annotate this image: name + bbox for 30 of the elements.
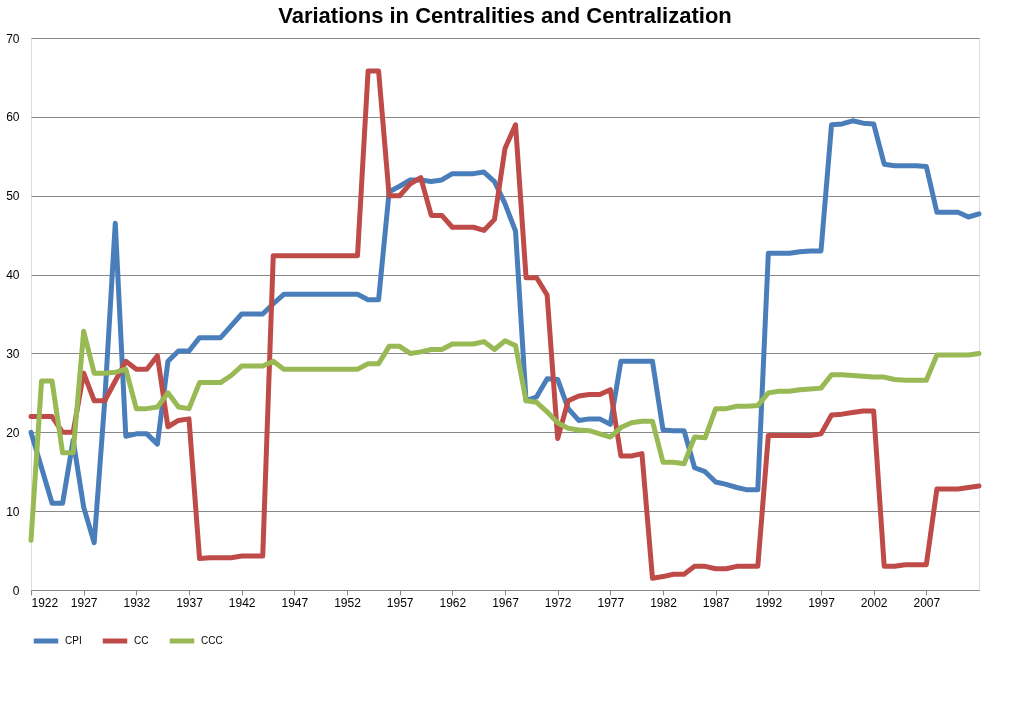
x-tick-label: 1997 (808, 595, 836, 610)
x-tick-label: 1937 (176, 595, 204, 610)
chart-title: Variations in Centralities and Centralization (278, 3, 732, 28)
x-tick-label: 1982 (650, 595, 678, 610)
legend-label: CCC (201, 635, 223, 646)
x-tick-label: 2002 (860, 595, 888, 610)
x-tick-label: 1957 (386, 595, 414, 610)
x-tick-label: 1927 (70, 595, 98, 610)
y-tick-label: 30 (6, 346, 20, 361)
y-tick-label: 50 (6, 189, 20, 204)
legend-label: CC (134, 635, 149, 646)
x-tick-label: 1942 (228, 595, 256, 610)
y-tick-label: 10 (6, 504, 20, 519)
x-tick-label: 1967 (492, 595, 520, 610)
y-tick-label: 0 (12, 583, 20, 598)
x-tick-label: 1977 (597, 595, 625, 610)
y-tick-label: 70 (6, 31, 20, 46)
x-tick-label: 1987 (702, 595, 730, 610)
x-tick-label: 1972 (544, 595, 572, 610)
x-tick-label: 1992 (755, 595, 783, 610)
x-tick-label: 2007 (913, 595, 941, 610)
y-tick-label: 60 (6, 110, 20, 125)
x-tick-label: 1952 (334, 595, 362, 610)
x-tick-label: 1922 (31, 595, 59, 610)
x-tick-label: 1932 (123, 595, 151, 610)
y-tick-label: 20 (6, 425, 20, 440)
y-tick-label: 40 (6, 268, 20, 283)
legend-label: CPI (65, 635, 82, 646)
x-tick-label: 1962 (439, 595, 467, 610)
x-tick-label: 1947 (281, 595, 309, 610)
